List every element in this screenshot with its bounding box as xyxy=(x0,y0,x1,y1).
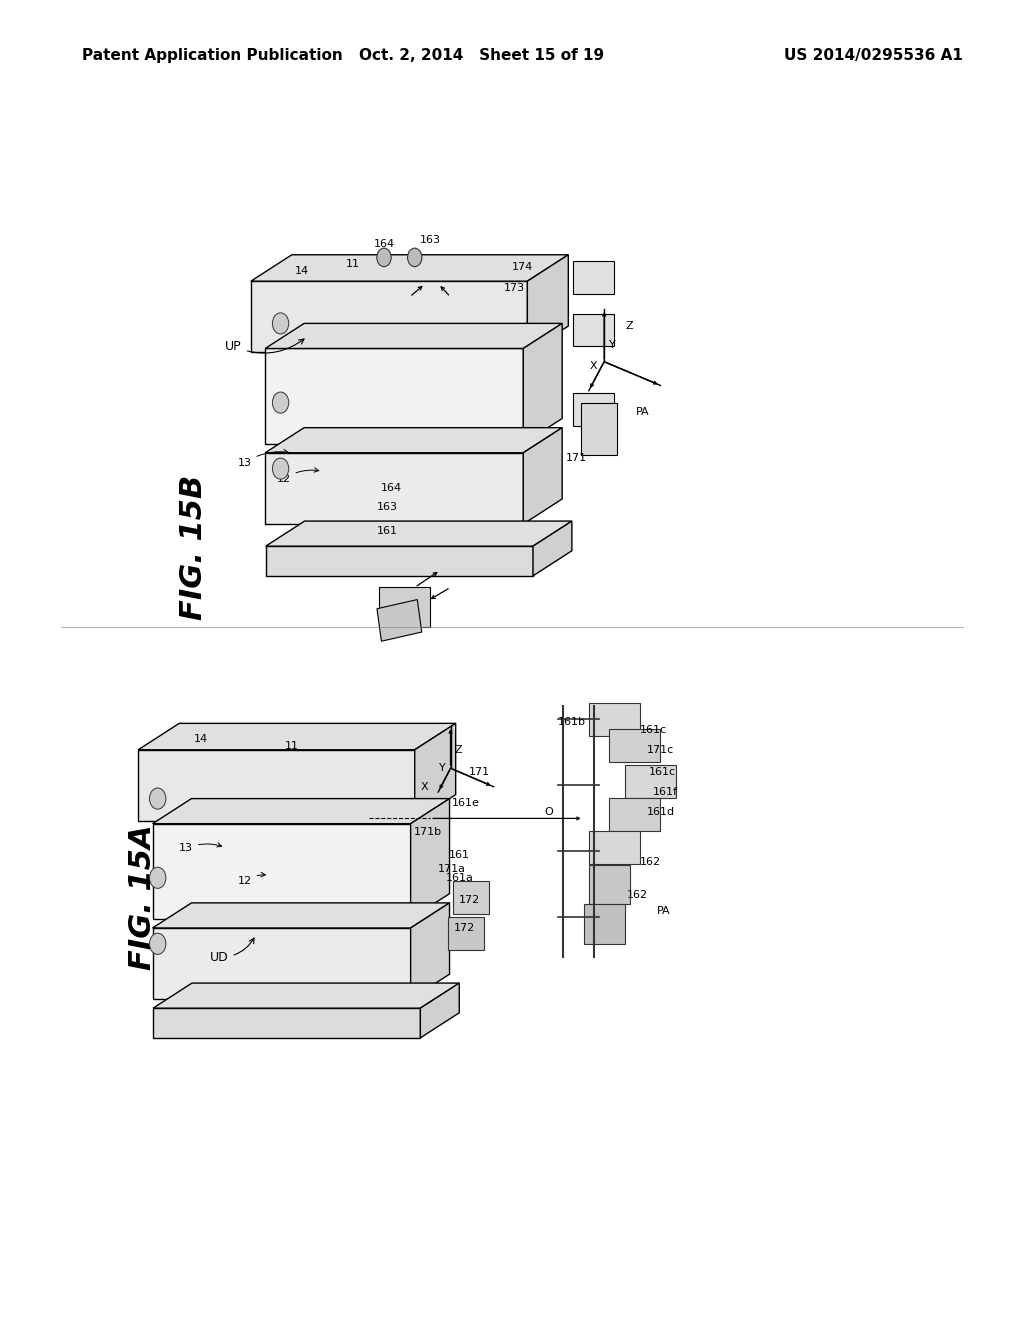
Polygon shape xyxy=(379,587,430,627)
Circle shape xyxy=(150,867,166,888)
Text: 14: 14 xyxy=(295,265,309,276)
Text: UD: UD xyxy=(210,939,254,964)
Text: 161f: 161f xyxy=(653,787,678,797)
Polygon shape xyxy=(265,323,562,348)
Text: 174: 174 xyxy=(512,261,532,272)
Polygon shape xyxy=(609,797,660,832)
Polygon shape xyxy=(153,928,411,999)
Polygon shape xyxy=(573,261,614,293)
Polygon shape xyxy=(154,1008,421,1038)
Text: 162: 162 xyxy=(627,890,647,900)
Polygon shape xyxy=(573,393,614,425)
Text: 13: 13 xyxy=(179,842,221,854)
Polygon shape xyxy=(265,453,523,524)
Polygon shape xyxy=(449,916,484,950)
Text: 171: 171 xyxy=(566,453,587,463)
Polygon shape xyxy=(609,729,660,763)
Polygon shape xyxy=(415,723,456,821)
Text: 11: 11 xyxy=(285,741,299,751)
Polygon shape xyxy=(589,702,640,737)
Text: X: X xyxy=(590,360,598,371)
Text: US 2014/0295536 A1: US 2014/0295536 A1 xyxy=(783,48,963,62)
Text: X: X xyxy=(421,781,429,792)
Text: 161c: 161c xyxy=(640,725,667,735)
Text: 161b: 161b xyxy=(557,717,586,727)
Polygon shape xyxy=(153,903,450,928)
Text: 13: 13 xyxy=(238,449,288,469)
Polygon shape xyxy=(411,799,450,919)
Polygon shape xyxy=(153,799,450,824)
Text: 171b: 171b xyxy=(414,826,442,837)
Text: 171a: 171a xyxy=(437,863,466,874)
Polygon shape xyxy=(138,750,415,821)
Text: 172: 172 xyxy=(455,923,475,933)
Text: 173: 173 xyxy=(504,282,524,293)
Text: 163: 163 xyxy=(377,502,397,512)
Polygon shape xyxy=(453,882,489,913)
Text: 161a: 161a xyxy=(445,873,474,883)
Text: 12: 12 xyxy=(238,873,265,887)
Text: Y: Y xyxy=(439,763,445,774)
Polygon shape xyxy=(265,348,523,444)
Text: Oct. 2, 2014   Sheet 15 of 19: Oct. 2, 2014 Sheet 15 of 19 xyxy=(358,48,604,62)
Polygon shape xyxy=(523,323,562,444)
Circle shape xyxy=(377,248,391,267)
Circle shape xyxy=(150,788,166,809)
Polygon shape xyxy=(266,546,532,576)
Text: O: O xyxy=(545,807,553,817)
Polygon shape xyxy=(421,983,459,1038)
Polygon shape xyxy=(527,255,568,352)
Polygon shape xyxy=(153,824,411,919)
Polygon shape xyxy=(589,832,640,865)
Text: Y: Y xyxy=(609,339,615,350)
Text: 12: 12 xyxy=(276,467,318,484)
Text: FIG. 15A: FIG. 15A xyxy=(128,825,157,970)
Text: PA: PA xyxy=(636,407,650,417)
Polygon shape xyxy=(589,865,630,904)
Text: 164: 164 xyxy=(381,483,401,494)
Text: Z: Z xyxy=(455,744,463,755)
Polygon shape xyxy=(573,314,614,346)
Polygon shape xyxy=(266,521,571,546)
Polygon shape xyxy=(625,766,676,797)
Polygon shape xyxy=(251,281,527,352)
Text: 161e: 161e xyxy=(452,797,480,808)
Text: 161c: 161c xyxy=(649,767,676,777)
Polygon shape xyxy=(411,903,450,999)
Polygon shape xyxy=(138,723,456,750)
Text: 164: 164 xyxy=(374,239,394,249)
Text: FIG. 15B: FIG. 15B xyxy=(179,475,208,620)
Circle shape xyxy=(272,458,289,479)
Circle shape xyxy=(272,313,289,334)
Text: UP: UP xyxy=(225,339,304,352)
Text: 171c: 171c xyxy=(647,744,674,755)
Text: 162: 162 xyxy=(640,857,660,867)
Polygon shape xyxy=(265,428,562,453)
Circle shape xyxy=(150,933,166,954)
Polygon shape xyxy=(377,599,422,642)
Text: 161: 161 xyxy=(450,850,470,861)
Circle shape xyxy=(408,248,422,267)
Text: PA: PA xyxy=(656,906,671,916)
Text: 161: 161 xyxy=(377,525,397,536)
Text: 171: 171 xyxy=(469,767,489,777)
Polygon shape xyxy=(251,255,568,281)
Text: 14: 14 xyxy=(194,734,208,744)
Polygon shape xyxy=(523,428,562,524)
Text: Z: Z xyxy=(626,321,634,331)
Text: 161d: 161d xyxy=(646,807,675,817)
Text: 163: 163 xyxy=(420,235,440,246)
Polygon shape xyxy=(154,983,459,1008)
Polygon shape xyxy=(584,904,625,944)
Polygon shape xyxy=(532,521,571,576)
Text: 11: 11 xyxy=(346,259,360,269)
Text: 172: 172 xyxy=(459,895,479,906)
Text: Patent Application Publication: Patent Application Publication xyxy=(82,48,343,62)
Polygon shape xyxy=(582,403,616,455)
Circle shape xyxy=(272,392,289,413)
